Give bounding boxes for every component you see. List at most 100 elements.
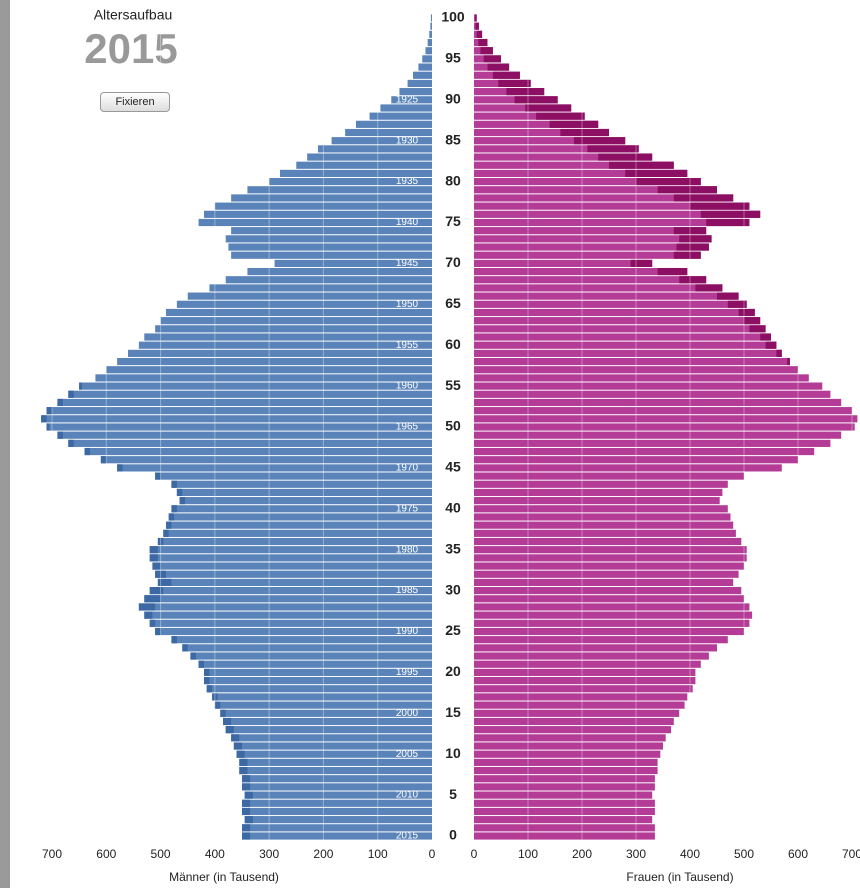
female-bar (474, 816, 653, 824)
female-bar (474, 537, 742, 546)
male-bar (166, 308, 432, 317)
female-surplus (625, 169, 688, 178)
male-bar (128, 349, 432, 357)
male-surplus (225, 726, 234, 734)
female-bar (474, 390, 831, 398)
female-bar (474, 104, 572, 112)
male-surplus (212, 693, 218, 701)
male-bar (157, 578, 432, 587)
y-tick-label: 25 (445, 622, 461, 638)
male-bar (182, 644, 432, 652)
female-bar (474, 415, 858, 423)
male-bar (84, 447, 433, 456)
male-bar (430, 22, 432, 30)
male-bar (242, 824, 432, 832)
female-bar (474, 202, 750, 210)
female-bar (474, 456, 798, 464)
female-surplus (630, 259, 653, 267)
female-bar (474, 464, 782, 472)
y-tick-label: 85 (445, 131, 461, 147)
female-bar (474, 652, 709, 660)
male-bar (117, 357, 433, 366)
male-surplus (152, 562, 161, 570)
female-surplus (483, 55, 501, 63)
y-tick-label: 35 (445, 540, 461, 556)
birth-year-label: 1990 (396, 626, 419, 637)
female-bar (474, 709, 680, 717)
male-surplus (239, 758, 248, 766)
x-tick-label: 500 (734, 847, 754, 861)
female-bar (474, 431, 842, 439)
male-bar (427, 38, 432, 47)
male-bar (430, 14, 432, 22)
female-surplus (514, 96, 558, 104)
female-bar (474, 766, 658, 775)
female-surplus (487, 63, 510, 71)
y-tick-label: 55 (445, 377, 461, 393)
female-surplus (787, 357, 790, 366)
male-bar (46, 407, 432, 415)
male-bar (190, 652, 432, 660)
female-bar (474, 734, 666, 742)
female-surplus (717, 292, 739, 300)
female-bar (474, 668, 696, 676)
fix-button[interactable]: Fixieren (100, 92, 170, 112)
male-bar (331, 137, 432, 145)
female-bar (474, 726, 672, 734)
male-bar (176, 300, 432, 308)
male-bar (318, 145, 432, 153)
male-bar (209, 284, 432, 292)
male-bar (206, 685, 432, 693)
male-bar (296, 161, 432, 169)
female-bar (474, 137, 626, 145)
male-surplus (149, 554, 158, 562)
male-surplus (157, 578, 172, 587)
male-bar (171, 505, 432, 513)
male-surplus (144, 611, 153, 619)
male-bar (231, 251, 432, 259)
male-bar (233, 742, 432, 750)
female-surplus (760, 333, 771, 341)
female-bar (474, 685, 693, 693)
male-surplus (198, 660, 204, 668)
male-bar (46, 423, 432, 431)
female-bar (474, 423, 855, 431)
female-bar (474, 349, 782, 357)
female-surplus (738, 308, 755, 317)
male-bar (212, 693, 432, 701)
male-surplus (57, 398, 63, 407)
male-surplus (171, 480, 177, 488)
male-surplus (190, 652, 196, 660)
x-tick-label: 600 (788, 847, 808, 861)
female-bar (474, 333, 771, 341)
female-bar (474, 398, 842, 407)
male-bar (176, 488, 432, 497)
male-bar (68, 439, 433, 447)
x-axis-label: Männer (in Tausend) (169, 870, 279, 884)
male-surplus (176, 488, 183, 497)
female-surplus (560, 128, 609, 137)
male-bar (155, 570, 432, 578)
birth-year-label: 1995 (396, 667, 419, 678)
female-surplus (525, 104, 572, 112)
male-bar (171, 636, 432, 644)
male-surplus (204, 676, 210, 685)
male-bar (236, 750, 432, 758)
y-tick-label: 40 (445, 500, 461, 516)
female-bar (474, 153, 653, 161)
female-surplus (744, 317, 761, 325)
female-surplus (673, 227, 707, 235)
birth-year-label: 2005 (396, 749, 419, 760)
female-bar (474, 210, 761, 218)
female-bar (474, 251, 701, 259)
female-bar (474, 357, 790, 366)
female-bar (474, 161, 674, 169)
female-bar (474, 775, 655, 783)
birth-year-label: 1980 (396, 544, 419, 555)
female-surplus (695, 284, 723, 292)
female-bar (474, 578, 734, 587)
birth-year-label: 1945 (396, 258, 419, 269)
male-surplus (242, 799, 251, 807)
female-surplus (492, 71, 520, 79)
y-tick-label: 100 (441, 9, 465, 25)
